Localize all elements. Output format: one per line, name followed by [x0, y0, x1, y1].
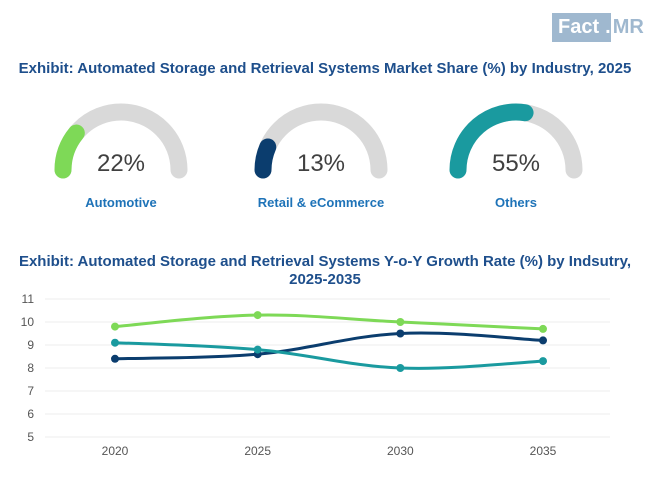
series-line-others — [114, 341, 544, 370]
gauge-fill — [54, 124, 85, 179]
data-point-retail-ecommerce — [396, 329, 405, 338]
gauge-others: 55% Others — [441, 100, 591, 220]
y-tick-label: 7 — [27, 384, 34, 398]
data-point-others — [396, 364, 405, 372]
x-tick-label: 2020 — [102, 444, 129, 458]
data-point-others — [253, 345, 262, 354]
data-point-automotive — [396, 318, 405, 326]
gauge-label: Others — [495, 195, 537, 210]
data-point-automotive — [539, 324, 547, 333]
y-tick-label: 10 — [21, 315, 35, 329]
gauge-arc-others — [449, 103, 583, 179]
gauge-value: 22% — [96, 150, 146, 177]
x-tick-label: 2035 — [530, 444, 557, 458]
brand-name-part2: MR — [610, 12, 648, 42]
data-point-retail-ecommerce — [539, 336, 547, 345]
series-line-retail-ecommerce — [114, 331, 544, 361]
gauge-fill — [254, 138, 277, 179]
gauge-label: Automotive — [85, 195, 157, 210]
growth-line-chart: 5 6 7 8 9 10 11 2020 2025 2030 2035 — [21, 292, 610, 458]
y-tick-label: 9 — [27, 338, 34, 352]
gauge-fill — [449, 103, 534, 179]
data-point-automotive — [111, 322, 119, 331]
data-point-others — [111, 338, 119, 347]
gauge-retail-ecommerce: 13% Retail & eCommerce — [246, 100, 396, 220]
gauge-arc-automotive — [54, 103, 188, 179]
gauge-value: 13% — [296, 150, 346, 177]
exhibit1-title: Exhibit: Automated Storage and Retrieval… — [18, 60, 632, 77]
x-tick-label: 2030 — [387, 444, 414, 458]
gauge-arc-retail-ecommerce — [254, 103, 388, 179]
y-tick-label: 5 — [27, 430, 34, 444]
brand-name-part1: Fact — [552, 12, 606, 42]
gauge-label: Retail & eCommerce — [257, 195, 385, 210]
x-tick-label: 2025 — [244, 444, 271, 458]
brand-dot: . — [605, 12, 611, 42]
gauge-automotive: 22% Automotive — [46, 100, 196, 220]
series-line-automotive — [114, 313, 544, 331]
data-point-automotive — [253, 311, 262, 320]
y-tick-label: 8 — [27, 361, 34, 375]
data-point-retail-ecommerce — [111, 354, 119, 363]
gauge-value: 55% — [491, 150, 541, 177]
y-tick-label: 6 — [27, 407, 34, 421]
y-tick-label: 11 — [22, 292, 35, 306]
data-point-others — [539, 357, 547, 366]
exhibit2-title: Exhibit: Automated Storage and Retrieval… — [18, 253, 632, 288]
brand-logo: Fact. MR — [552, 12, 648, 42]
